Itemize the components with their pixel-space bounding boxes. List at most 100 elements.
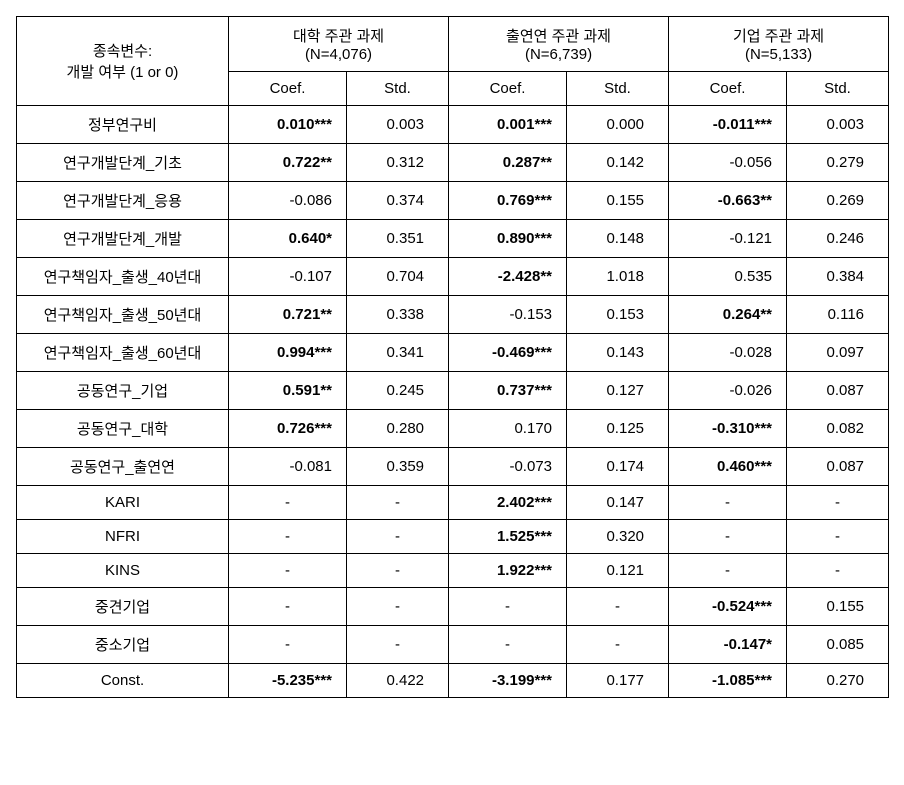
std-cell: 0.155 — [787, 588, 889, 626]
coef-cell: - — [229, 626, 347, 664]
table-row: 공동연구_출연연-0.0810.359-0.0730.1740.460***0.… — [17, 448, 889, 486]
std-cell: - — [567, 626, 669, 664]
std-cell: 0.374 — [347, 182, 449, 220]
coef-cell: -2.428** — [449, 258, 567, 296]
std-cell: 0.087 — [787, 448, 889, 486]
coef-cell: 0.001*** — [449, 106, 567, 144]
g3-coef-label: Coef. — [669, 72, 787, 106]
std-cell: 0.341 — [347, 334, 449, 372]
coef-cell: - — [229, 520, 347, 554]
std-cell: 0.384 — [787, 258, 889, 296]
std-cell: 0.279 — [787, 144, 889, 182]
coef-cell: - — [669, 520, 787, 554]
coef-cell: 0.640* — [229, 220, 347, 258]
std-cell: 0.087 — [787, 372, 889, 410]
row-label: 연구개발단계_기초 — [17, 144, 229, 182]
std-cell: 0.245 — [347, 372, 449, 410]
coef-cell: 0.769*** — [449, 182, 567, 220]
coef-cell: -0.026 — [669, 372, 787, 410]
header-row-1: 종속변수: 개발 여부 (1 or 0) 대학 주관 과제 (N=4,076) … — [17, 17, 889, 72]
row-label: KARI — [17, 486, 229, 520]
std-cell: 0.359 — [347, 448, 449, 486]
regression-table: 종속변수: 개발 여부 (1 or 0) 대학 주관 과제 (N=4,076) … — [16, 16, 889, 698]
coef-cell: 0.170 — [449, 410, 567, 448]
row-label: 연구책임자_출생_50년대 — [17, 296, 229, 334]
table-row: 공동연구_대학0.726***0.2800.1700.125-0.310***0… — [17, 410, 889, 448]
std-cell: - — [787, 554, 889, 588]
std-cell: 0.085 — [787, 626, 889, 664]
std-cell: 0.270 — [787, 664, 889, 698]
row-label: Const. — [17, 664, 229, 698]
std-cell: 0.127 — [567, 372, 669, 410]
std-cell: 0.003 — [347, 106, 449, 144]
coef-cell: - — [669, 554, 787, 588]
coef-cell: 0.535 — [669, 258, 787, 296]
coef-cell: -0.469*** — [449, 334, 567, 372]
coef-cell: 0.890*** — [449, 220, 567, 258]
coef-cell: -0.153 — [449, 296, 567, 334]
coef-cell: -5.235*** — [229, 664, 347, 698]
std-cell: 0.422 — [347, 664, 449, 698]
coef-cell: -0.011*** — [669, 106, 787, 144]
table-row: 연구책임자_출생_40년대-0.1070.704-2.428**1.0180.5… — [17, 258, 889, 296]
group3-title: 기업 주관 과제 — [733, 28, 824, 45]
std-cell: - — [567, 588, 669, 626]
table-row: KINS--1.922***0.121-- — [17, 554, 889, 588]
std-cell: 0.704 — [347, 258, 449, 296]
coef-cell: 0.737*** — [449, 372, 567, 410]
row-label: 중소기업 — [17, 626, 229, 664]
row-label: 연구개발단계_개발 — [17, 220, 229, 258]
table-row: 공동연구_기업0.591**0.2450.737***0.127-0.0260.… — [17, 372, 889, 410]
row-label: 공동연구_대학 — [17, 410, 229, 448]
group3-header: 기업 주관 과제 (N=5,133) — [669, 17, 889, 72]
coef-cell: 1.922*** — [449, 554, 567, 588]
row-label: 정부연구비 — [17, 106, 229, 144]
group2-header: 출연연 주관 과제 (N=6,739) — [449, 17, 669, 72]
coef-cell: -0.147* — [669, 626, 787, 664]
std-cell: 0.312 — [347, 144, 449, 182]
coef-cell: - — [669, 486, 787, 520]
table-body: 정부연구비0.010***0.0030.001***0.000-0.011***… — [17, 106, 889, 698]
table-row: 연구책임자_출생_60년대0.994***0.341-0.469***0.143… — [17, 334, 889, 372]
coef-cell: -1.085*** — [669, 664, 787, 698]
coef-cell: 0.264** — [669, 296, 787, 334]
table-row: Const.-5.235***0.422-3.199***0.177-1.085… — [17, 664, 889, 698]
coef-cell: -0.310*** — [669, 410, 787, 448]
coef-cell: -3.199*** — [449, 664, 567, 698]
table-row: NFRI--1.525***0.320-- — [17, 520, 889, 554]
coef-cell: 0.994*** — [229, 334, 347, 372]
row-label: 중견기업 — [17, 588, 229, 626]
std-cell: 1.018 — [567, 258, 669, 296]
g1-std-label: Std. — [347, 72, 449, 106]
std-cell: 0.269 — [787, 182, 889, 220]
group1-title: 대학 주관 과제 — [293, 28, 384, 45]
coef-cell: -0.107 — [229, 258, 347, 296]
std-cell: 0.148 — [567, 220, 669, 258]
table-row: 연구책임자_출생_50년대0.721**0.338-0.1530.1530.26… — [17, 296, 889, 334]
std-cell: 0.351 — [347, 220, 449, 258]
g3-std-label: Std. — [787, 72, 889, 106]
std-cell: 0.116 — [787, 296, 889, 334]
std-cell: - — [787, 520, 889, 554]
coef-cell: -0.056 — [669, 144, 787, 182]
std-cell: - — [347, 626, 449, 664]
std-cell: 0.121 — [567, 554, 669, 588]
std-cell: - — [347, 588, 449, 626]
std-cell: - — [347, 520, 449, 554]
std-cell: - — [347, 554, 449, 588]
coef-cell: 0.460*** — [669, 448, 787, 486]
row-label: 연구책임자_출생_40년대 — [17, 258, 229, 296]
coef-cell: 0.010*** — [229, 106, 347, 144]
group2-n: (N=6,739) — [525, 46, 592, 63]
coef-cell: -0.081 — [229, 448, 347, 486]
g2-coef-label: Coef. — [449, 72, 567, 106]
g2-std-label: Std. — [567, 72, 669, 106]
table-row: 연구개발단계_응용-0.0860.3740.769***0.155-0.663*… — [17, 182, 889, 220]
coef-cell: 0.726*** — [229, 410, 347, 448]
table-row: KARI--2.402***0.147-- — [17, 486, 889, 520]
std-cell: 0.246 — [787, 220, 889, 258]
coef-cell: - — [229, 554, 347, 588]
std-cell: 0.153 — [567, 296, 669, 334]
dep-var-line2: 개발 여부 (1 or 0) — [67, 64, 179, 81]
std-cell: - — [787, 486, 889, 520]
